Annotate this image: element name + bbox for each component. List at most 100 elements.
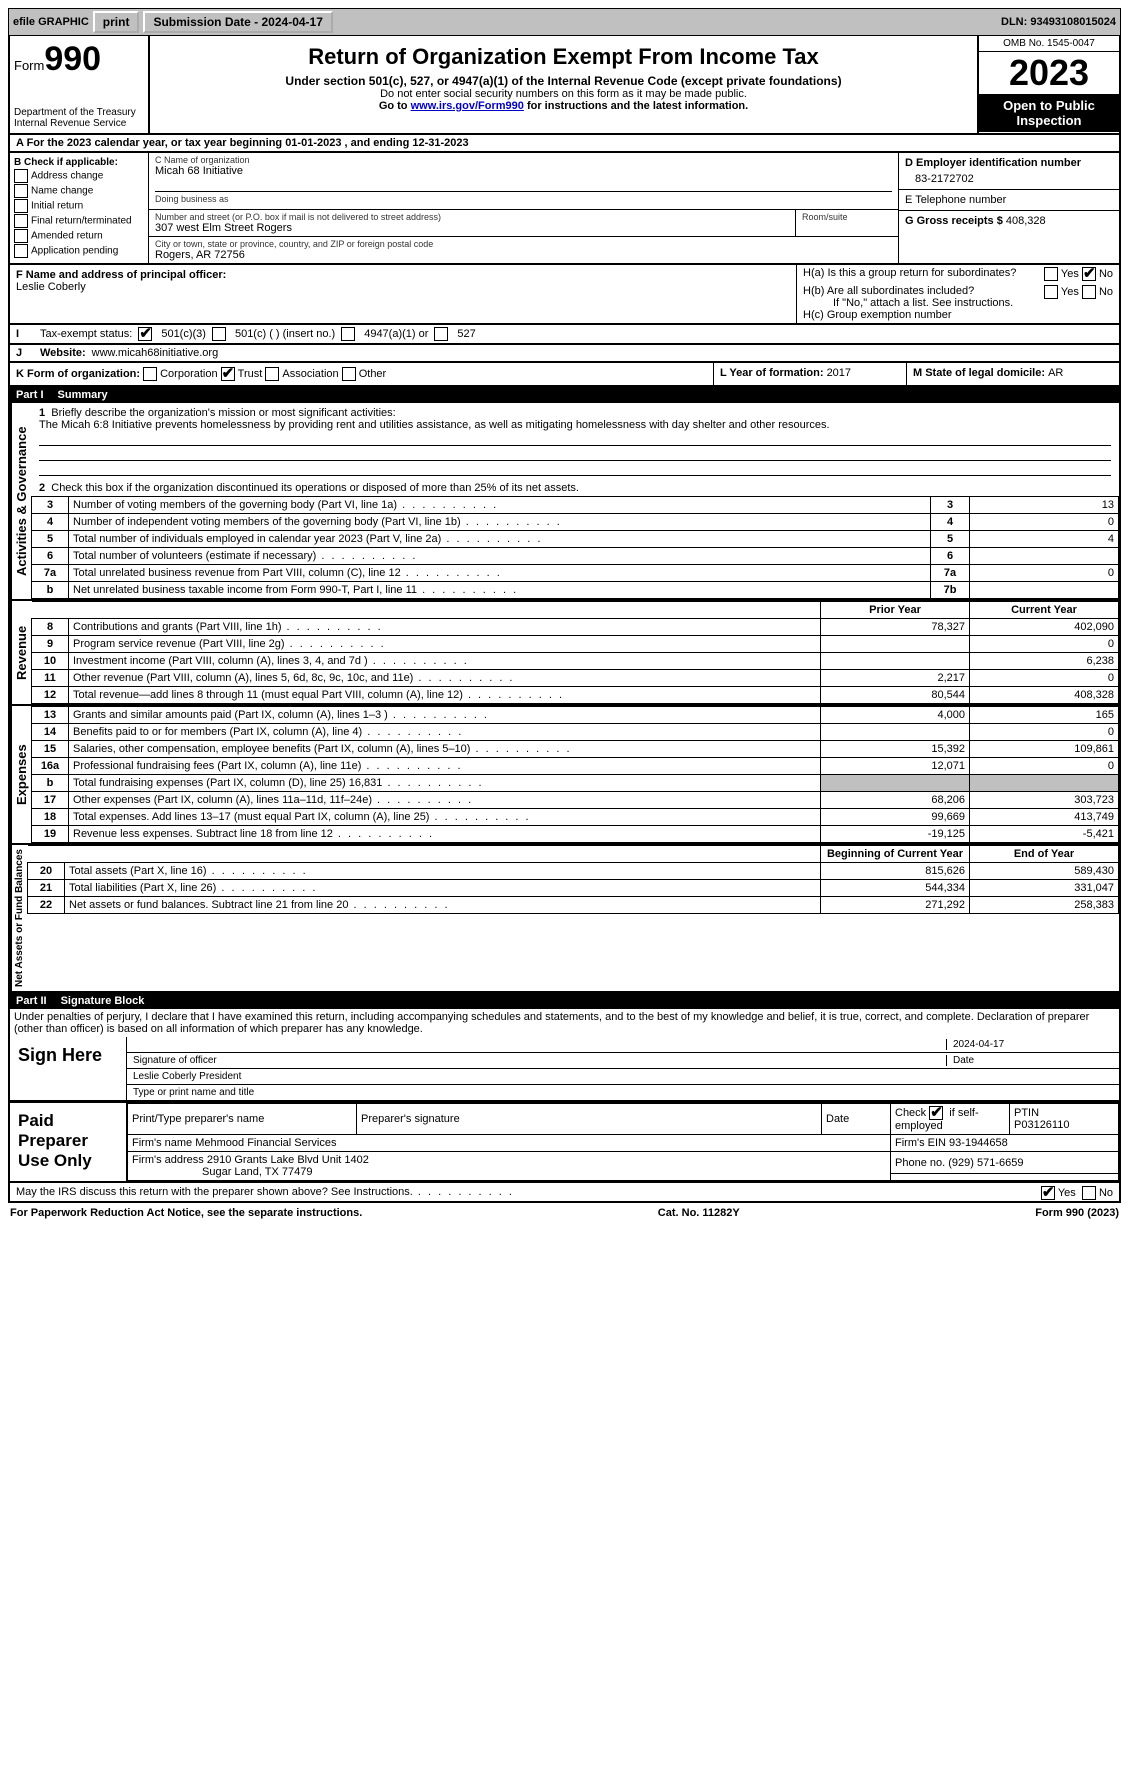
cb-501c3[interactable] (138, 327, 152, 341)
tax-year: 2023 (979, 52, 1119, 94)
vtab-revenue: Revenue (10, 601, 31, 704)
omb-number: OMB No. 1545-0047 (979, 36, 1119, 52)
table-row: 11Other revenue (Part VIII, column (A), … (32, 670, 1119, 687)
firm-addr1: 2910 Grants Lake Blvd Unit 1402 (207, 1154, 369, 1166)
table-row: 20Total assets (Part X, line 16)815,6265… (28, 863, 1119, 880)
table-row: 21Total liabilities (Part X, line 26)544… (28, 880, 1119, 897)
firm-ein: 93-1944658 (949, 1137, 1008, 1149)
table-row: bNet unrelated business taxable income f… (32, 582, 1119, 599)
header-mid: Return of Organization Exempt From Incom… (150, 36, 977, 133)
table-row: 19Revenue less expenses. Subtract line 1… (32, 826, 1119, 843)
cb-assoc[interactable] (265, 367, 279, 381)
vtab-expenses: Expenses (10, 706, 31, 843)
page-footer: For Paperwork Reduction Act Notice, see … (8, 1203, 1121, 1223)
table-row: 13Grants and similar amounts paid (Part … (32, 707, 1119, 724)
box-f: F Name and address of principal officer:… (10, 265, 797, 323)
firm-addr2: Sugar Land, TX 77479 (132, 1166, 313, 1178)
header-left: Form990 Department of the Treasury Inter… (10, 36, 150, 133)
city-state-zip: Rogers, AR 72756 (155, 249, 892, 261)
box-e: E Telephone number (899, 190, 1119, 211)
dln: DLN: 93493108015024 (1001, 16, 1116, 28)
firm-phone: (929) 571-6659 (948, 1157, 1023, 1169)
form-subtitle-2: Do not enter social security numbers on … (158, 88, 969, 100)
form-title: Return of Organization Exempt From Incom… (158, 44, 969, 70)
governance-table: 3Number of voting members of the governi… (31, 496, 1119, 599)
netassets-table: Beginning of Current YearEnd of Year 20T… (27, 845, 1119, 914)
cb-501c[interactable] (212, 327, 226, 341)
box-c: C Name of organization Micah 68 Initiati… (149, 153, 898, 263)
table-row: 9Program service revenue (Part VIII, lin… (32, 636, 1119, 653)
sign-here-block: Sign Here 2024-04-17 Signature of office… (8, 1037, 1121, 1102)
instructions-link[interactable]: www.irs.gov/Form990 (411, 100, 524, 112)
table-row: 15Salaries, other compensation, employee… (32, 741, 1119, 758)
vtab-activities: Activities & Governance (10, 403, 31, 599)
row-i: I Tax-exempt status: 501(c)(3) 501(c) ( … (8, 325, 1121, 345)
boxes-deg: D Employer identification number 83-2172… (898, 153, 1119, 263)
cb-discuss-no[interactable] (1082, 1186, 1096, 1200)
website: www.micah68initiative.org (92, 347, 219, 359)
efile-label: efile GRAPHIC (13, 16, 89, 28)
cb-amended-return[interactable]: Amended return (14, 229, 144, 243)
street-address: 307 west Elm Street Rogers (155, 222, 789, 234)
mission-text: The Micah 6:8 Initiative prevents homele… (39, 419, 1111, 431)
cb-initial-return[interactable]: Initial return (14, 199, 144, 213)
activities-governance-section: Activities & Governance 1 Briefly descri… (8, 403, 1121, 601)
cb-527[interactable] (434, 327, 448, 341)
officer-name: Leslie Coberly President (133, 1071, 241, 1082)
cb-application-pending[interactable]: Application pending (14, 244, 144, 258)
dept-treasury: Department of the Treasury (14, 107, 144, 118)
box-h: H(a) Is this a group return for subordin… (797, 265, 1119, 323)
row-j: J Website: www.micah68initiative.org (8, 345, 1121, 363)
table-row: 18Total expenses. Add lines 13–17 (must … (32, 809, 1119, 826)
form-subtitle-1: Under section 501(c), 527, or 4947(a)(1)… (158, 74, 969, 88)
cb-self-employed[interactable] (929, 1106, 943, 1120)
cb-name-change[interactable]: Name change (14, 184, 144, 198)
table-row: 16aProfessional fundraising fees (Part I… (32, 758, 1119, 775)
revenue-section: Revenue Prior YearCurrent Year 8Contribu… (8, 601, 1121, 706)
table-row: 5Total number of individuals employed in… (32, 531, 1119, 548)
revenue-table: Prior YearCurrent Year 8Contributions an… (31, 601, 1119, 704)
print-button[interactable]: print (93, 11, 140, 33)
form-number: 990 (44, 40, 101, 78)
block-bcdeg: B Check if applicable: Address change Na… (8, 153, 1121, 265)
vtab-netassets: Net Assets or Fund Balances (10, 845, 27, 991)
part1-header: Part I Summary (8, 387, 1121, 403)
table-row: 14Benefits paid to or for members (Part … (32, 724, 1119, 741)
table-row: 22Net assets or fund balances. Subtract … (28, 897, 1119, 914)
table-row: 3Number of voting members of the governi… (32, 497, 1119, 514)
firm-name: Mehmood Financial Services (195, 1137, 336, 1149)
org-name: Micah 68 Initiative (155, 165, 892, 177)
table-row: 4Number of independent voting members of… (32, 514, 1119, 531)
table-row: 8Contributions and grants (Part VIII, li… (32, 619, 1119, 636)
principal-officer: Leslie Coberly (16, 281, 790, 293)
table-row: 7aTotal unrelated business revenue from … (32, 565, 1119, 582)
ein: 83-2172702 (905, 169, 1113, 185)
block-fh: F Name and address of principal officer:… (8, 265, 1121, 325)
box-g: G Gross receipts $ 408,328 (899, 211, 1119, 231)
cb-4947[interactable] (341, 327, 355, 341)
cb-corp[interactable] (143, 367, 157, 381)
sign-date: 2024-04-17 (946, 1039, 1113, 1050)
cb-final-return[interactable]: Final return/terminated (14, 214, 144, 228)
dept-irs: Internal Revenue Service (14, 118, 144, 129)
top-toolbar: efile GRAPHIC print Submission Date - 20… (8, 8, 1121, 36)
discuss-row: May the IRS discuss this return with the… (8, 1183, 1121, 1203)
netassets-section: Net Assets or Fund Balances Beginning of… (8, 845, 1121, 993)
gross-receipts: 408,328 (1006, 215, 1046, 227)
paid-preparer-block: Paid Preparer Use Only Print/Type prepar… (8, 1102, 1121, 1183)
cb-trust[interactable] (221, 367, 235, 381)
table-row: 17Other expenses (Part IX, column (A), l… (32, 792, 1119, 809)
cb-discuss-yes[interactable] (1041, 1186, 1055, 1200)
expenses-table: 13Grants and similar amounts paid (Part … (31, 706, 1119, 843)
cb-other[interactable] (342, 367, 356, 381)
row-a-period: A For the 2023 calendar year, or tax yea… (8, 135, 1121, 153)
table-row: 10Investment income (Part VIII, column (… (32, 653, 1119, 670)
row-klm: K Form of organization: Corporation Trus… (8, 363, 1121, 387)
table-row: 12Total revenue—add lines 8 through 11 (… (32, 687, 1119, 704)
cb-address-change[interactable]: Address change (14, 169, 144, 183)
box-b: B Check if applicable: Address change Na… (10, 153, 149, 263)
table-row: bTotal fundraising expenses (Part IX, co… (32, 775, 1119, 792)
header-right: OMB No. 1545-0047 2023 Open to Public In… (977, 36, 1119, 133)
form-header: Form990 Department of the Treasury Inter… (8, 36, 1121, 135)
part2-header: Part II Signature Block (8, 993, 1121, 1009)
